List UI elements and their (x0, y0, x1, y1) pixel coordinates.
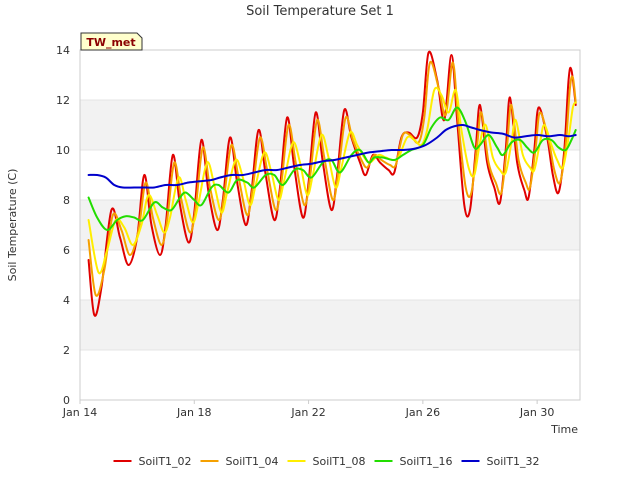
y-axis-ticks: 0 2 4 6 8 10 12 14 (56, 44, 70, 407)
x-axis-ticks: Jan 14 Jan 18 Jan 22 Jan 26 Jan 30 (62, 400, 554, 419)
legend-label: SoilT1_16 (400, 455, 453, 468)
y-tick-label: 12 (56, 94, 70, 107)
legend-item: SoilT1_02 (113, 455, 192, 468)
y-axis-title: Soil Temperature (C) (6, 169, 19, 282)
legend-item: SoilT1_04 (200, 455, 279, 468)
y-tick-label: 14 (56, 44, 70, 57)
x-tick-label: Jan 14 (62, 406, 97, 419)
legend: SoilT1_02 SoilT1_04 SoilT1_08 SoilT1_16 Soil… (113, 455, 540, 468)
legend-label: SoilT1_08 (313, 455, 366, 468)
y-tick-label: 4 (63, 294, 70, 307)
series-line-soilt1_08 (87, 86, 577, 275)
y-tick-label: 6 (63, 244, 70, 257)
legend-item: SoilT1_32 (461, 455, 540, 468)
legend-item: SoilT1_08 (287, 455, 366, 468)
y-tick-label: 0 (63, 394, 70, 407)
legend-label: SoilT1_02 (139, 455, 192, 468)
series-layer (87, 50, 577, 317)
site-badge-label: TW_met (86, 36, 135, 49)
site-badge-box (80, 32, 143, 51)
x-tick-label: Jan 22 (290, 406, 325, 419)
x-tick-label: Jan 30 (519, 406, 554, 419)
series-line-soilt1_04 (87, 60, 577, 297)
x-tick-label: Jan 18 (176, 406, 211, 419)
site-badge: TW_met (80, 32, 143, 51)
chart-title: Soil Temperature Set 1 (246, 4, 394, 19)
grid-band (80, 300, 580, 350)
legend-label: SoilT1_32 (487, 455, 540, 468)
legend-item: SoilT1_16 (374, 455, 453, 468)
plot-border (79, 49, 581, 401)
x-tick-label: Jan 26 (405, 406, 440, 419)
legend-label: SoilT1_04 (226, 455, 279, 468)
series-line-soilt1_32 (87, 123, 577, 189)
y-tick-label: 2 (63, 344, 70, 357)
grid-band (80, 100, 580, 150)
series-line-soilt1_16 (87, 106, 577, 231)
x-axis-title: Time (550, 423, 578, 436)
y-tick-label: 10 (56, 144, 70, 157)
y-tick-label: 8 (63, 194, 70, 207)
